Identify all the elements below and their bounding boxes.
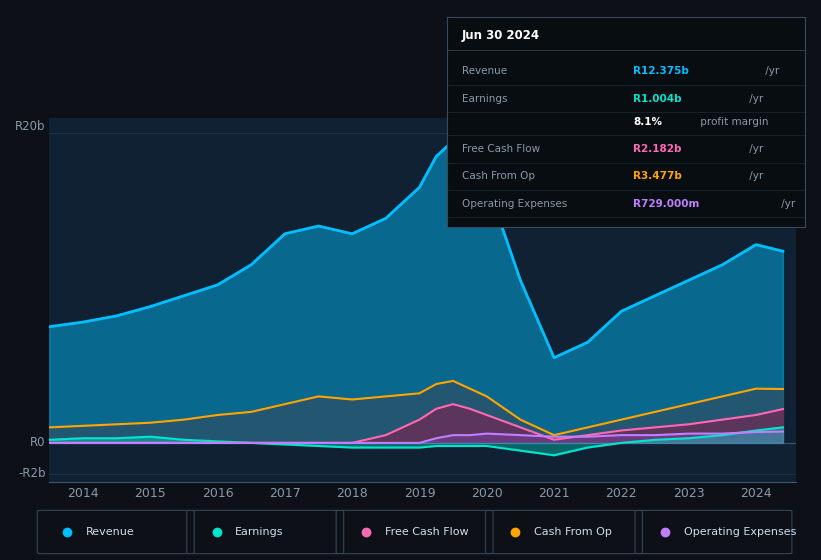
Text: Revenue: Revenue [86, 527, 135, 537]
Text: R20b: R20b [15, 120, 45, 133]
Text: R0: R0 [30, 436, 45, 449]
Text: profit margin: profit margin [698, 117, 769, 127]
Text: -R2b: -R2b [18, 468, 45, 480]
Text: Earnings: Earnings [461, 94, 507, 104]
Text: /yr: /yr [745, 144, 763, 154]
Text: R12.375b: R12.375b [633, 67, 689, 76]
Text: Cash From Op: Cash From Op [461, 171, 534, 181]
Text: /yr: /yr [745, 171, 763, 181]
Text: R3.477b: R3.477b [633, 171, 682, 181]
Text: 8.1%: 8.1% [633, 117, 663, 127]
Text: /yr: /yr [777, 199, 795, 209]
Text: Earnings: Earnings [236, 527, 284, 537]
Text: Jun 30 2024: Jun 30 2024 [461, 30, 540, 43]
Text: /yr: /yr [745, 94, 763, 104]
Text: Operating Expenses: Operating Expenses [461, 199, 567, 209]
Text: R2.182b: R2.182b [633, 144, 681, 154]
Text: Free Cash Flow: Free Cash Flow [385, 527, 468, 537]
Text: /yr: /yr [762, 67, 779, 76]
Text: R729.000m: R729.000m [633, 199, 699, 209]
Text: Free Cash Flow: Free Cash Flow [461, 144, 540, 154]
Text: R1.004b: R1.004b [633, 94, 681, 104]
Text: Operating Expenses: Operating Expenses [684, 527, 796, 537]
Text: Cash From Op: Cash From Op [534, 527, 612, 537]
Text: Revenue: Revenue [461, 67, 507, 76]
